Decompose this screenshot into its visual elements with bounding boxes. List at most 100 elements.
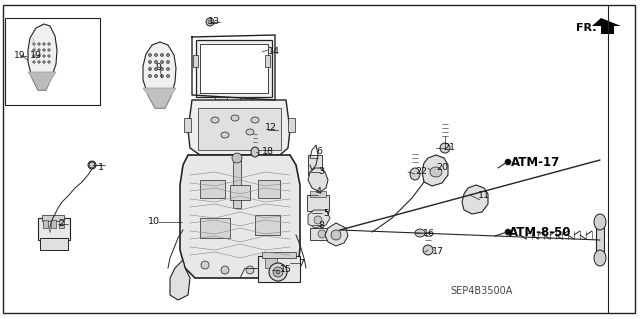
Ellipse shape — [221, 266, 229, 274]
Ellipse shape — [166, 75, 170, 78]
Ellipse shape — [43, 43, 45, 45]
Text: 15: 15 — [280, 265, 292, 275]
Ellipse shape — [48, 49, 50, 51]
Ellipse shape — [251, 147, 259, 157]
Bar — [265, 258, 277, 268]
Ellipse shape — [266, 261, 274, 269]
Bar — [262, 252, 296, 258]
Bar — [198, 108, 281, 150]
Polygon shape — [592, 18, 621, 34]
Ellipse shape — [43, 55, 45, 57]
Ellipse shape — [148, 61, 152, 63]
Text: 14: 14 — [268, 48, 280, 56]
Ellipse shape — [273, 264, 283, 272]
Bar — [59, 220, 64, 228]
Ellipse shape — [423, 245, 433, 255]
Bar — [215, 97, 227, 103]
Ellipse shape — [161, 61, 163, 63]
Polygon shape — [325, 223, 348, 246]
Text: 3: 3 — [318, 167, 324, 176]
Ellipse shape — [48, 61, 50, 63]
Polygon shape — [170, 260, 190, 300]
Ellipse shape — [232, 153, 242, 163]
Ellipse shape — [148, 54, 152, 56]
Ellipse shape — [43, 61, 45, 63]
Bar — [200, 44, 268, 93]
Bar — [38, 218, 70, 240]
Bar — [230, 185, 250, 200]
Ellipse shape — [231, 115, 239, 121]
Ellipse shape — [273, 267, 283, 277]
Text: 10: 10 — [148, 218, 160, 226]
Ellipse shape — [246, 266, 254, 274]
Polygon shape — [143, 88, 176, 108]
Text: 5: 5 — [323, 209, 329, 218]
Text: 16: 16 — [423, 228, 435, 238]
Text: ATM-8-50: ATM-8-50 — [509, 226, 572, 239]
Ellipse shape — [221, 132, 229, 138]
Ellipse shape — [166, 68, 170, 70]
Ellipse shape — [410, 168, 420, 180]
Bar — [310, 228, 328, 240]
Ellipse shape — [415, 229, 425, 237]
Ellipse shape — [161, 54, 163, 56]
Ellipse shape — [314, 216, 322, 224]
Ellipse shape — [33, 43, 35, 45]
Bar — [288, 118, 295, 132]
Ellipse shape — [154, 61, 157, 63]
Bar — [42, 215, 64, 221]
Ellipse shape — [43, 49, 45, 51]
Ellipse shape — [166, 54, 170, 56]
Ellipse shape — [430, 167, 442, 177]
Ellipse shape — [38, 55, 40, 57]
Polygon shape — [462, 185, 488, 214]
Ellipse shape — [251, 117, 259, 123]
Bar — [5, 18, 100, 105]
Ellipse shape — [246, 129, 254, 135]
Bar — [51, 220, 56, 228]
Bar — [265, 55, 270, 67]
Polygon shape — [28, 24, 57, 90]
Bar — [258, 256, 300, 282]
Bar — [307, 195, 329, 211]
Text: 2: 2 — [58, 219, 64, 228]
Ellipse shape — [48, 43, 50, 45]
Ellipse shape — [166, 61, 170, 63]
Text: 7: 7 — [298, 258, 304, 268]
Ellipse shape — [211, 117, 219, 123]
Ellipse shape — [594, 250, 606, 266]
Text: 20: 20 — [436, 164, 448, 173]
Text: 12: 12 — [265, 123, 277, 132]
Ellipse shape — [88, 161, 96, 169]
Polygon shape — [308, 168, 328, 192]
Polygon shape — [188, 100, 290, 155]
Ellipse shape — [38, 61, 40, 63]
Text: 19: 19 — [30, 50, 42, 60]
Ellipse shape — [331, 230, 341, 240]
Ellipse shape — [33, 55, 35, 57]
Text: 22: 22 — [415, 167, 427, 176]
Ellipse shape — [148, 68, 152, 70]
Bar — [40, 238, 68, 250]
Ellipse shape — [594, 214, 606, 230]
Ellipse shape — [48, 55, 50, 57]
Bar — [200, 180, 225, 198]
Text: ATM-17: ATM-17 — [511, 155, 560, 168]
Polygon shape — [28, 72, 56, 90]
Ellipse shape — [276, 270, 280, 274]
Text: 19: 19 — [14, 51, 26, 61]
Ellipse shape — [154, 68, 157, 70]
Text: SEP4B3500A: SEP4B3500A — [450, 286, 513, 296]
Text: 8: 8 — [318, 220, 324, 229]
Ellipse shape — [505, 159, 511, 165]
Ellipse shape — [154, 54, 157, 56]
Bar — [596, 225, 604, 255]
Bar — [255, 215, 280, 235]
Text: 13: 13 — [208, 18, 220, 26]
Ellipse shape — [318, 230, 326, 238]
Ellipse shape — [154, 75, 157, 78]
Polygon shape — [422, 155, 448, 186]
Text: 4: 4 — [316, 188, 322, 197]
Ellipse shape — [505, 229, 511, 235]
Ellipse shape — [33, 49, 35, 51]
